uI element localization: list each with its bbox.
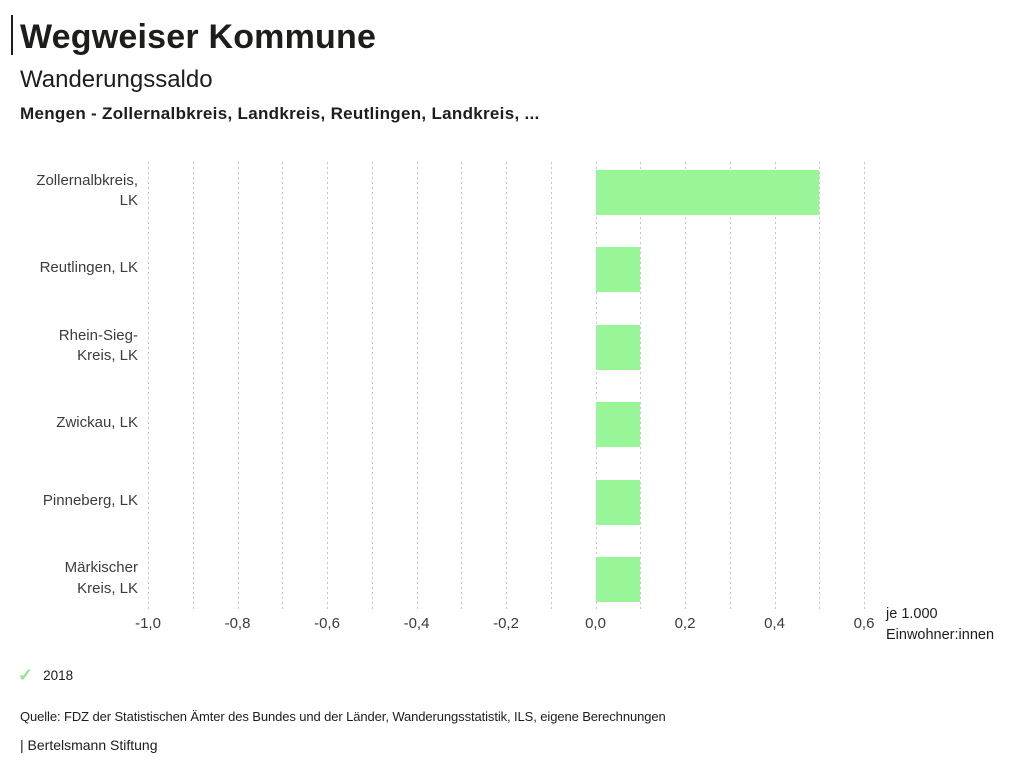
x-axis-unit-line2: Einwohner:innen xyxy=(886,627,995,643)
grid-line xyxy=(416,162,418,612)
legend-label: 2018 xyxy=(43,667,74,683)
grid-line xyxy=(550,162,552,612)
category-label: Zollernalbkreis, LK xyxy=(36,171,138,210)
bertelsmann-branding: | Bertelsmann Stiftung xyxy=(20,737,158,753)
grid-line xyxy=(192,162,194,612)
grid-line xyxy=(640,162,642,612)
bar-zollernalbkreis-lk[interactable] xyxy=(595,169,820,215)
bar-pinneberg-lk[interactable] xyxy=(595,479,641,525)
category-label: Märkischer Kreis, LK xyxy=(64,559,138,597)
x-axis-unit-line1: je 1.000 xyxy=(886,606,938,622)
grid-line xyxy=(461,162,463,612)
chart-title: Wanderungssaldo xyxy=(20,66,213,93)
grid-line xyxy=(819,162,821,612)
bar-m-rkischer-kreis-lk[interactable] xyxy=(595,557,641,602)
legend-item-2018[interactable]: ✓ 2018 xyxy=(18,666,73,684)
bar-zwickau-lk[interactable] xyxy=(595,402,641,447)
grid-line xyxy=(595,162,597,612)
bar-rhein-sieg-kreis-lk[interactable] xyxy=(595,324,641,370)
grid-line xyxy=(506,162,507,612)
grid-line xyxy=(729,162,731,612)
grid-line xyxy=(774,162,776,612)
x-axis-tick-label: -0,6 xyxy=(314,615,340,632)
x-axis-tick-label: -0,2 xyxy=(493,615,519,632)
x-axis-unit-label: je 1.000 Einwohner:innen xyxy=(886,604,994,646)
page-title: Wegweiser Kommune xyxy=(20,18,377,56)
category-label: Rhein-Sieg- Kreis, LK xyxy=(58,326,138,365)
x-axis-tick-label: -0,8 xyxy=(224,615,251,632)
bar-reutlingen-lk[interactable] xyxy=(595,247,641,292)
x-axis-tick-label: 0,2 xyxy=(674,615,696,632)
grid-line xyxy=(371,162,373,612)
chart-context-line: Mengen - Zollernalbkreis, Landkreis, Reu… xyxy=(20,104,540,123)
grid-line xyxy=(685,162,686,612)
x-axis-tick-label: 0,0 xyxy=(585,615,606,632)
category-label: Reutlingen, LK xyxy=(39,259,138,277)
source-note: Quelle: FDZ der Statistischen Ämter des … xyxy=(20,709,666,724)
category-label: Zwickau, LK xyxy=(56,414,138,432)
title-accent-bar xyxy=(11,15,13,55)
category-label: Pinneberg, LK xyxy=(42,491,138,509)
check-icon: ✓ xyxy=(18,665,34,685)
grid-line xyxy=(148,162,149,612)
x-axis-tick-label: 0,4 xyxy=(764,615,785,632)
grid-line xyxy=(237,162,239,612)
x-axis-tick-label: -1,0 xyxy=(135,615,161,632)
x-axis-tick-label: -0,4 xyxy=(403,615,430,632)
grid-line xyxy=(327,162,328,612)
x-axis-tick-label: 0,6 xyxy=(853,615,875,632)
grid-line xyxy=(282,162,284,612)
grid-line xyxy=(864,162,865,612)
